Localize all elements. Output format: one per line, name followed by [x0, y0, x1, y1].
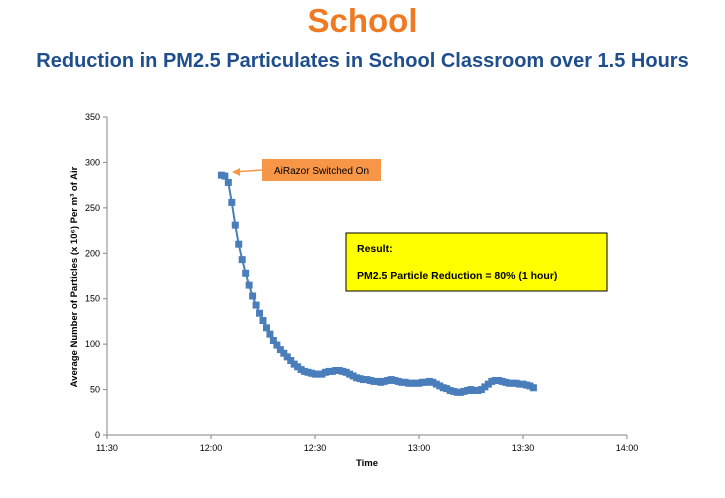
page-title: School [307, 2, 418, 39]
y-axis: 0 50 100 150 200 250 300 350 [85, 112, 108, 440]
data-point [221, 172, 229, 180]
y-tick-label: 150 [85, 294, 100, 304]
data-point [276, 346, 284, 354]
y-tick-label: 350 [85, 112, 100, 122]
page-subtitle: Reduction in PM2.5 Particulates in Schoo… [36, 50, 689, 72]
x-tick-label: 12:30 [304, 443, 327, 453]
annotation-label: AiRazor Switched On [274, 166, 369, 177]
data-point [256, 309, 264, 317]
annotation-arrowhead [232, 168, 240, 176]
data-point [259, 317, 267, 325]
y-tick-label: 300 [85, 157, 100, 167]
y-tick-label: 0 [95, 430, 100, 440]
data-point [228, 198, 236, 206]
data-point [283, 353, 291, 361]
x-tick-label: 13:00 [408, 443, 431, 453]
data-point [249, 292, 257, 300]
data-point [224, 178, 232, 186]
x-tick-label: 13:30 [512, 443, 535, 453]
data-point [238, 256, 246, 264]
data-point [235, 240, 243, 248]
data-point [252, 301, 260, 309]
data-point [266, 330, 274, 338]
result-box-background [345, 232, 608, 292]
x-tick-label: 12:00 [200, 443, 223, 453]
annotation-callout: AiRazor Switched On [232, 159, 381, 181]
data-point [529, 384, 537, 392]
annotation-box [262, 159, 381, 181]
y-tick-label: 200 [85, 248, 100, 258]
result-heading: Result: [357, 243, 393, 255]
y-tick-label: 100 [85, 339, 100, 349]
y-axis-title: Average Number of Particles (x 10⁶) Per … [69, 166, 80, 387]
data-point [245, 281, 253, 289]
data-point [262, 324, 270, 332]
data-point [280, 349, 288, 357]
result-text: PM2.5 Particle Reduction = 80% (1 hour) [357, 270, 557, 282]
y-tick-label: 250 [85, 203, 100, 213]
x-axis: 11:30 12:00 12:30 13:00 13:30 14:00 [96, 434, 639, 453]
x-tick-label: 14:00 [616, 443, 639, 453]
x-axis-title: Time [356, 458, 378, 469]
data-point [287, 356, 295, 364]
y-tick-label: 50 [90, 385, 100, 395]
series-layer [217, 171, 537, 396]
data-point [273, 341, 281, 349]
x-tick-label: 11:30 [96, 443, 118, 453]
data-point [269, 337, 277, 345]
data-point [231, 221, 239, 229]
data-point [242, 269, 250, 277]
result-box: Result: PM2.5 Particle Reduction = 80% (… [345, 232, 608, 292]
